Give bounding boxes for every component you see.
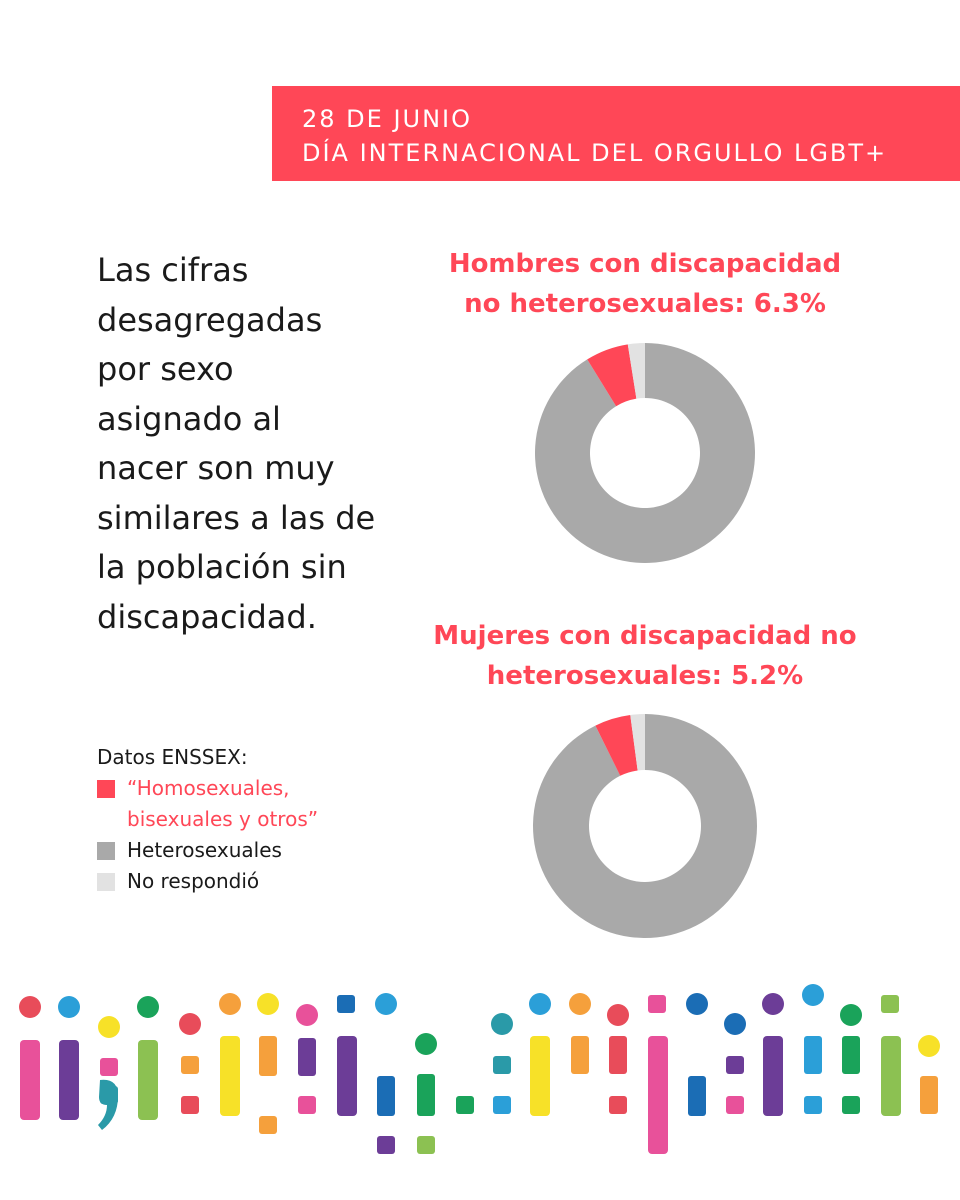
decorative-shape (688, 1076, 706, 1116)
donut-slice (595, 714, 638, 776)
body-text-line: nacer son muy (97, 449, 335, 487)
decorative-shape (377, 1076, 395, 1116)
decorative-shape (58, 996, 80, 1018)
decorative-shape (571, 1036, 589, 1074)
chart-title-line: Hombres con discapacidad (448, 249, 842, 279)
decorative-dots-pattern (19, 984, 940, 1154)
body-text-line: discapacidad. (97, 597, 317, 636)
decorative-shape (804, 1096, 822, 1114)
decorative-shape (417, 1074, 435, 1116)
banner-title: DÍA INTERNACIONAL DEL ORGULLO LGBT+ (302, 139, 888, 167)
decorative-shape (298, 1096, 316, 1114)
decorative-shape (337, 1036, 357, 1116)
decorative-shape (607, 1004, 629, 1026)
decorative-shape (337, 995, 355, 1013)
legend-items: “Homosexuales, bisexuales y otros” Heteros… (97, 773, 397, 897)
decorative-shape (137, 996, 159, 1018)
donut-slice (535, 343, 755, 563)
decorative-shape (296, 1004, 318, 1026)
decorative-shape (529, 993, 551, 1015)
body-text-line: la población sin (97, 548, 347, 586)
decorative-shape (417, 1136, 435, 1154)
decorative-shape (98, 1079, 118, 1130)
decorative-shape (881, 1036, 901, 1116)
chart-title-line: no heterosexuales: 6.3% (464, 289, 826, 319)
decorative-shape (609, 1036, 627, 1074)
legend-swatch (97, 780, 115, 798)
legend: Datos ENSSEX: “Homosexuales, bisexuales y… (97, 742, 397, 897)
decorative-shape (181, 1056, 199, 1074)
decorative-shape (648, 995, 666, 1013)
decorative-shape (724, 1013, 746, 1035)
decorative-shape (802, 984, 824, 1006)
chart-title-mujeres: Mujeres con discapacidad no heterosexual… (400, 616, 890, 696)
chart-title-line: heterosexuales: 5.2% (486, 661, 804, 691)
body-text-line: similares a las de (97, 498, 376, 537)
decorative-shape (530, 1036, 550, 1116)
chart-title-line: Mujeres con discapacidad no (433, 621, 857, 651)
decorative-shape (762, 993, 784, 1015)
decorative-shape (259, 1116, 277, 1134)
body-text: Las cifras desagregadas por sexo asignado a… (97, 246, 417, 642)
decorative-shape (648, 1036, 668, 1154)
donut-chart-hombres (535, 343, 755, 563)
body-text-line: asignado al (97, 399, 281, 438)
decorative-shape (219, 993, 241, 1015)
banner-date: 28 DE JUNIO (302, 105, 473, 133)
decorative-shape (686, 993, 708, 1015)
decorative-shape (138, 1040, 158, 1120)
chart-title-hombres: Hombres con discapacidad no heterosexual… (410, 244, 880, 324)
decorative-shape (19, 996, 41, 1018)
decorative-shape (20, 1040, 40, 1120)
donut-slice (627, 343, 645, 399)
decorative-shape (98, 1016, 120, 1038)
decorative-shape (220, 1036, 240, 1116)
legend-label: “Homosexuales, (127, 776, 290, 800)
decorative-shape (375, 993, 397, 1015)
decorative-shape (918, 1035, 940, 1057)
decorative-shape (415, 1033, 437, 1055)
decorative-shape (181, 1096, 199, 1114)
decorative-shape (726, 1056, 744, 1074)
legend-title: Datos ENSSEX: (97, 745, 248, 769)
donut-slice (630, 714, 645, 771)
donut-slice (587, 344, 637, 407)
decorative-shape (804, 1036, 822, 1074)
decorative-shape (491, 1013, 513, 1035)
decorative-shape (840, 1004, 862, 1026)
decorative-shape (920, 1076, 938, 1114)
decorative-shape (456, 1096, 474, 1114)
decorative-shape (569, 993, 591, 1015)
donut-chart-mujeres (533, 714, 757, 938)
decorative-shape (377, 1136, 395, 1154)
header-banner: 28 DE JUNIO DÍA INTERNACIONAL DEL ORGULL… (272, 86, 960, 181)
decorative-shape (59, 1040, 79, 1120)
legend-item: Heterosexuales (97, 835, 397, 866)
decorative-shape (259, 1036, 277, 1076)
legend-label: Heterosexuales (127, 838, 282, 862)
decorative-shape (842, 1096, 860, 1114)
legend-swatch (97, 873, 115, 891)
decorative-shape (726, 1096, 744, 1114)
body-text-line: Las cifras (97, 251, 249, 289)
legend-label: No respondió (127, 869, 260, 893)
legend-item: No respondió (97, 866, 397, 897)
decorative-shape (842, 1036, 860, 1074)
legend-label: bisexuales y otros” (127, 807, 319, 831)
decorative-shape (100, 1058, 118, 1076)
legend-swatch (97, 842, 115, 860)
decorative-shape (179, 1013, 201, 1035)
decorative-shape (493, 1096, 511, 1114)
decorative-shape (298, 1038, 316, 1076)
body-text-line: por sexo (97, 350, 234, 388)
decorative-shape (257, 993, 279, 1015)
decorative-shape (493, 1056, 511, 1074)
decorative-shape (881, 995, 899, 1013)
body-text-line: desagregadas (97, 300, 323, 339)
decorative-shape (763, 1036, 783, 1116)
legend-item: “Homosexuales, bisexuales y otros” (97, 773, 397, 835)
donut-slice (533, 714, 757, 938)
decorative-shape (609, 1096, 627, 1114)
